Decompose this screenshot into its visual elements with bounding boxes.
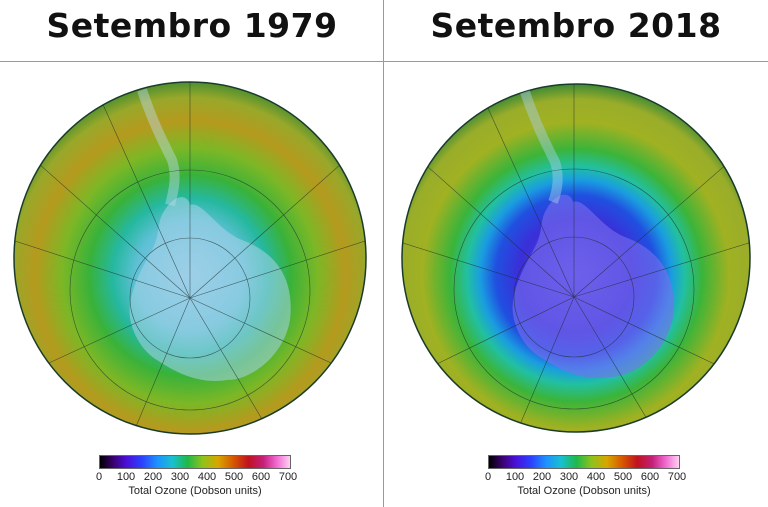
panel-1979: Setembro 1979	[13, 6, 367, 497]
colorbar-tick: 600	[251, 471, 271, 483]
colorbar-ticks: 0 100 200 300 400 500 600 700	[482, 471, 686, 485]
colorbar: 0 100 200 300 400 500 600 700	[96, 455, 297, 483]
colorbar-tick: 700	[667, 471, 687, 483]
colorbar-tick: 0	[95, 471, 103, 483]
colorbar-tick: 700	[278, 471, 298, 483]
vertical-divider	[383, 0, 384, 507]
panel-title: Setembro 1979	[46, 6, 338, 45]
ozone-map-2018	[401, 83, 751, 433]
ozone-map-1979	[13, 81, 367, 435]
colorbar-tick: 400	[586, 471, 606, 483]
panel-title: Setembro 2018	[430, 6, 722, 45]
colorbar-tick: 500	[613, 471, 633, 483]
colorbar-tick: 400	[197, 471, 217, 483]
colorbar-tick: 300	[559, 471, 579, 483]
colorbar-tick: 300	[170, 471, 190, 483]
colorbar-tick: 100	[505, 471, 525, 483]
colorbar-tick: 200	[143, 471, 163, 483]
colorbar: 0 100 200 300 400 500 600 700	[485, 455, 686, 483]
horizontal-divider	[0, 61, 768, 62]
colorbar-gradient	[488, 455, 680, 469]
panel-2018: Setembro 2018	[384, 0, 768, 507]
colorbar-tick: 500	[224, 471, 244, 483]
colorbar-ticks: 0 100 200 300 400 500 600 700	[93, 471, 297, 485]
colorbar-tick: 600	[640, 471, 660, 483]
colorbar-tick: 200	[532, 471, 552, 483]
colorbar-label: Total Ozone (Dobson units)	[517, 485, 651, 497]
antarctica-landmass	[512, 90, 674, 378]
colorbar-label: Total Ozone (Dobson units)	[128, 485, 262, 497]
colorbar-gradient	[99, 455, 291, 469]
colorbar-tick: 100	[116, 471, 136, 483]
antarctica-landmass	[129, 88, 291, 381]
colorbar-tick: 0	[484, 471, 492, 483]
